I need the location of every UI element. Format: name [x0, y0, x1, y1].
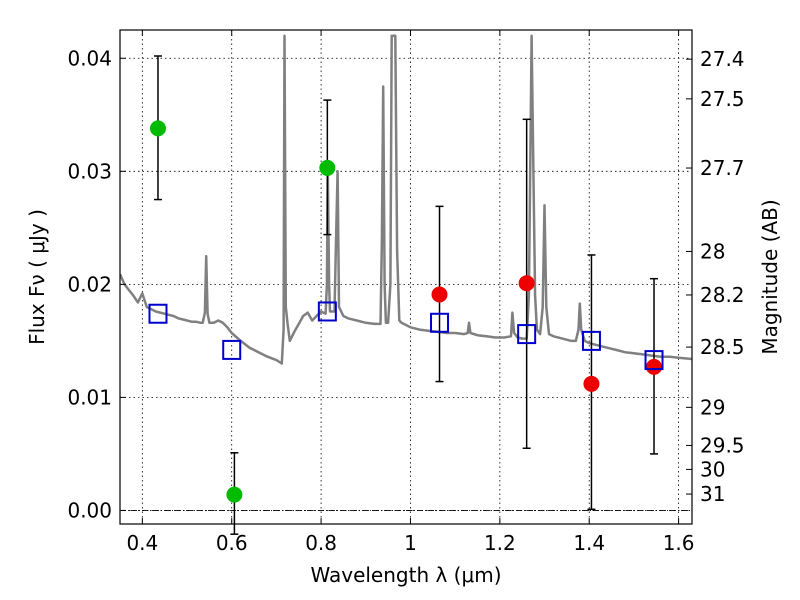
right-tick-label: 28	[700, 239, 725, 263]
model-band-point	[317, 301, 337, 322]
y-tick-label: 0.03	[67, 159, 112, 183]
model-spectrum-line	[120, 34, 692, 365]
model-band-point	[222, 339, 242, 360]
data-point	[518, 275, 535, 292]
data-point	[583, 375, 600, 392]
x-tick-label: 1	[404, 531, 417, 555]
y-tick-label: 0.01	[67, 385, 112, 409]
right-axis-label: Magnitude (AB)	[758, 199, 782, 354]
plot-area	[120, 34, 692, 365]
right-tick-label: 29.5	[700, 433, 745, 457]
data-point	[646, 358, 663, 375]
data-point	[149, 120, 166, 137]
plot-background	[120, 30, 692, 524]
axes: 0.4 0.6 0.8 1 1.2 1.4 1.6 0.00 0.01 0.02 0.03 0.04 2…	[67, 30, 745, 555]
x-tick-label: 1.4	[573, 531, 605, 555]
model-band-point	[430, 312, 450, 333]
markers	[148, 55, 664, 535]
data-point	[226, 486, 243, 503]
right-tick-label: 27.4	[700, 47, 745, 71]
right-tick-label: 31	[700, 482, 725, 506]
x-tick-label: 1.6	[663, 531, 695, 555]
x-tick-label: 0.4	[126, 531, 158, 555]
model-band-point	[148, 303, 168, 324]
right-tick-label: 30	[700, 457, 725, 481]
right-tick-label: 28.5	[700, 335, 745, 359]
right-tick-label: 27.7	[700, 156, 745, 180]
y-tick-label: 0.00	[67, 498, 112, 522]
x-tick-label: 0.6	[216, 531, 248, 555]
x-tick-label: 1.2	[484, 531, 516, 555]
grid	[120, 30, 692, 524]
model-band-point	[517, 324, 537, 345]
data-point	[319, 159, 336, 176]
model-band-point	[644, 350, 664, 371]
plot-frame	[119, 29, 693, 525]
x-axis-label: Wavelength λ (μm)	[310, 563, 501, 587]
y-tick-label: 0.02	[67, 272, 112, 296]
data-point	[431, 286, 448, 303]
y-axis-label: Flux Fν ( μJy )	[25, 209, 49, 345]
y-tick-label: 0.04	[67, 46, 112, 70]
right-tick-label: 27.5	[700, 87, 745, 111]
model-band-point	[581, 330, 601, 351]
right-tick-label: 29	[700, 395, 725, 419]
right-tick-label: 28.2	[700, 283, 745, 307]
x-tick-label: 0.8	[305, 531, 337, 555]
